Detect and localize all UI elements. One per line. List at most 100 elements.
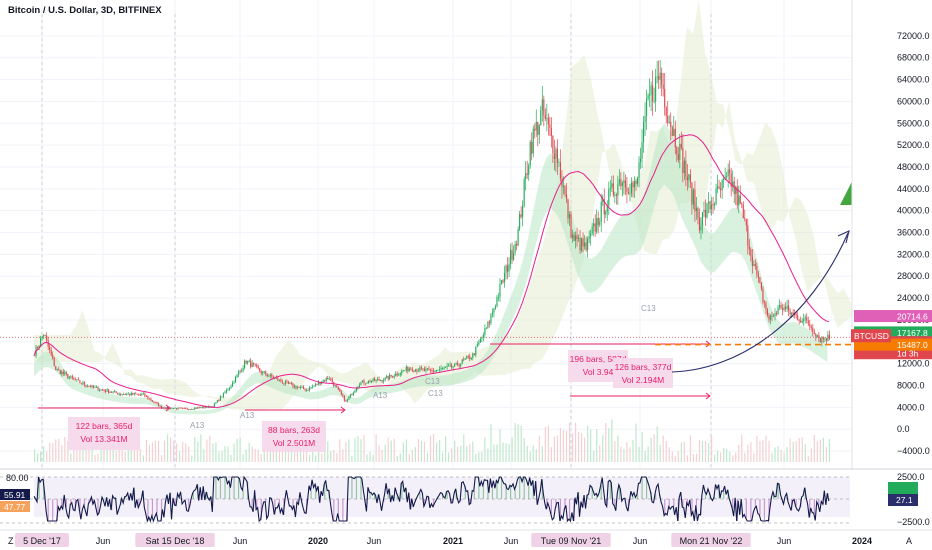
candle-body	[312, 386, 314, 388]
volume-bar	[227, 446, 229, 462]
volume-bar	[55, 439, 57, 462]
candle-body	[361, 380, 364, 383]
candle-body	[636, 177, 639, 184]
candle-body	[511, 249, 513, 260]
volume-bar	[109, 440, 111, 462]
candle-body	[443, 367, 445, 369]
volume-bar	[553, 436, 556, 462]
candle-body	[76, 379, 78, 381]
volume-bar	[390, 440, 392, 462]
volume-bar	[100, 449, 102, 462]
candle-body	[668, 121, 670, 123]
osc-histogram-bar	[70, 499, 72, 505]
chart-title: Bitcoin / U.S. Dollar, 3D, BITFINEX	[8, 5, 162, 16]
volume-bar	[789, 438, 791, 462]
osc-histogram-bar	[47, 499, 49, 521]
candle-body	[458, 365, 460, 367]
osc-histogram-bar	[614, 499, 616, 506]
volume-bar	[148, 444, 151, 462]
candle-body	[757, 274, 759, 278]
volume-bar	[484, 437, 486, 462]
volume-bar	[218, 451, 220, 462]
price-tick-label: 4000.0	[897, 402, 925, 412]
candle-body	[818, 335, 820, 339]
volume-bar	[257, 449, 259, 462]
volume-bar	[735, 452, 737, 462]
osc-histogram-bar	[754, 499, 756, 509]
volume-bar	[121, 438, 123, 462]
candle-body	[588, 236, 590, 240]
candle-body	[62, 371, 64, 374]
price-axis[interactable]: 72000.0 68000.0 64000.0 60000.0 56000.0 52000…	[851, 0, 932, 530]
time-tick-label: Jun	[367, 536, 382, 546]
candle-body	[437, 369, 439, 371]
candle-body	[522, 205, 524, 218]
volume-bar	[717, 450, 719, 462]
candle-body	[407, 366, 409, 372]
auto-scale-button[interactable]: A	[906, 536, 913, 546]
candle-body	[652, 85, 654, 102]
candle-body	[216, 400, 218, 403]
candle-body	[423, 368, 425, 371]
timezone-button[interactable]: Z	[8, 536, 14, 546]
candle-body	[410, 368, 412, 370]
osc-histogram-bar	[523, 477, 525, 499]
measure-arrow	[165, 404, 171, 412]
volume-bar	[617, 435, 619, 462]
candle-body	[408, 368, 410, 372]
candle-body	[150, 398, 152, 401]
candle-body	[700, 225, 702, 231]
candle-body	[795, 313, 797, 316]
candle-body	[482, 334, 484, 338]
volume-bar	[212, 443, 214, 462]
osc-histogram-bar	[451, 499, 453, 504]
time-tick-label: Tue 09 Nov '21	[541, 536, 601, 546]
candle-body	[686, 176, 688, 181]
candle-body	[698, 217, 701, 231]
osc-histogram-bar	[38, 477, 40, 499]
time-marker-bg	[671, 533, 751, 547]
volume-bar	[562, 429, 565, 462]
volume-bar	[514, 422, 516, 462]
osc-histogram-bar	[61, 499, 63, 507]
osc-histogram-bar	[192, 493, 194, 499]
time-tick-label: Jun	[96, 536, 111, 546]
volume-bar	[363, 435, 365, 462]
candle-body	[810, 326, 812, 328]
candle-body	[43, 335, 45, 337]
candle-body	[67, 374, 69, 379]
candle-body	[416, 369, 418, 372]
candle-body	[438, 369, 441, 370]
osc-histogram-bar	[296, 499, 299, 503]
volume-bars	[34, 419, 831, 462]
candle-body	[307, 390, 309, 391]
candle-body	[596, 218, 598, 232]
candle-body	[516, 243, 518, 246]
candle-body	[605, 211, 607, 215]
candle-body	[396, 373, 398, 376]
candle-body	[348, 397, 350, 400]
candle-body	[789, 310, 791, 315]
candle-body	[777, 307, 779, 315]
osc-histogram-bar	[292, 499, 294, 510]
time-axis[interactable]: 5 Dec '17 Jun Sat 15 Dec '18 Jun 2020 Jun 2021…	[0, 529, 932, 550]
candle-body	[466, 356, 468, 359]
measure-tools[interactable]: 122 bars, 365d Vol 13.341M 88 bars, 263d Vo…	[38, 340, 711, 452]
time-marker-bg	[135, 533, 215, 547]
volume-bar	[200, 434, 202, 462]
time-tick-label: Jun	[777, 536, 792, 546]
candle-body	[106, 389, 108, 392]
candle-body	[594, 223, 596, 232]
candle-body	[667, 115, 669, 123]
measure-volume-label: Vol 2.194M	[622, 375, 665, 385]
volume-bar	[342, 449, 344, 462]
volume-bar	[445, 436, 447, 462]
candle-body	[463, 359, 465, 361]
candle-body	[287, 381, 289, 384]
volume-bar	[457, 446, 459, 462]
osc-histogram-bar	[673, 499, 675, 507]
candle-body	[523, 179, 525, 206]
candle-body	[581, 238, 583, 251]
